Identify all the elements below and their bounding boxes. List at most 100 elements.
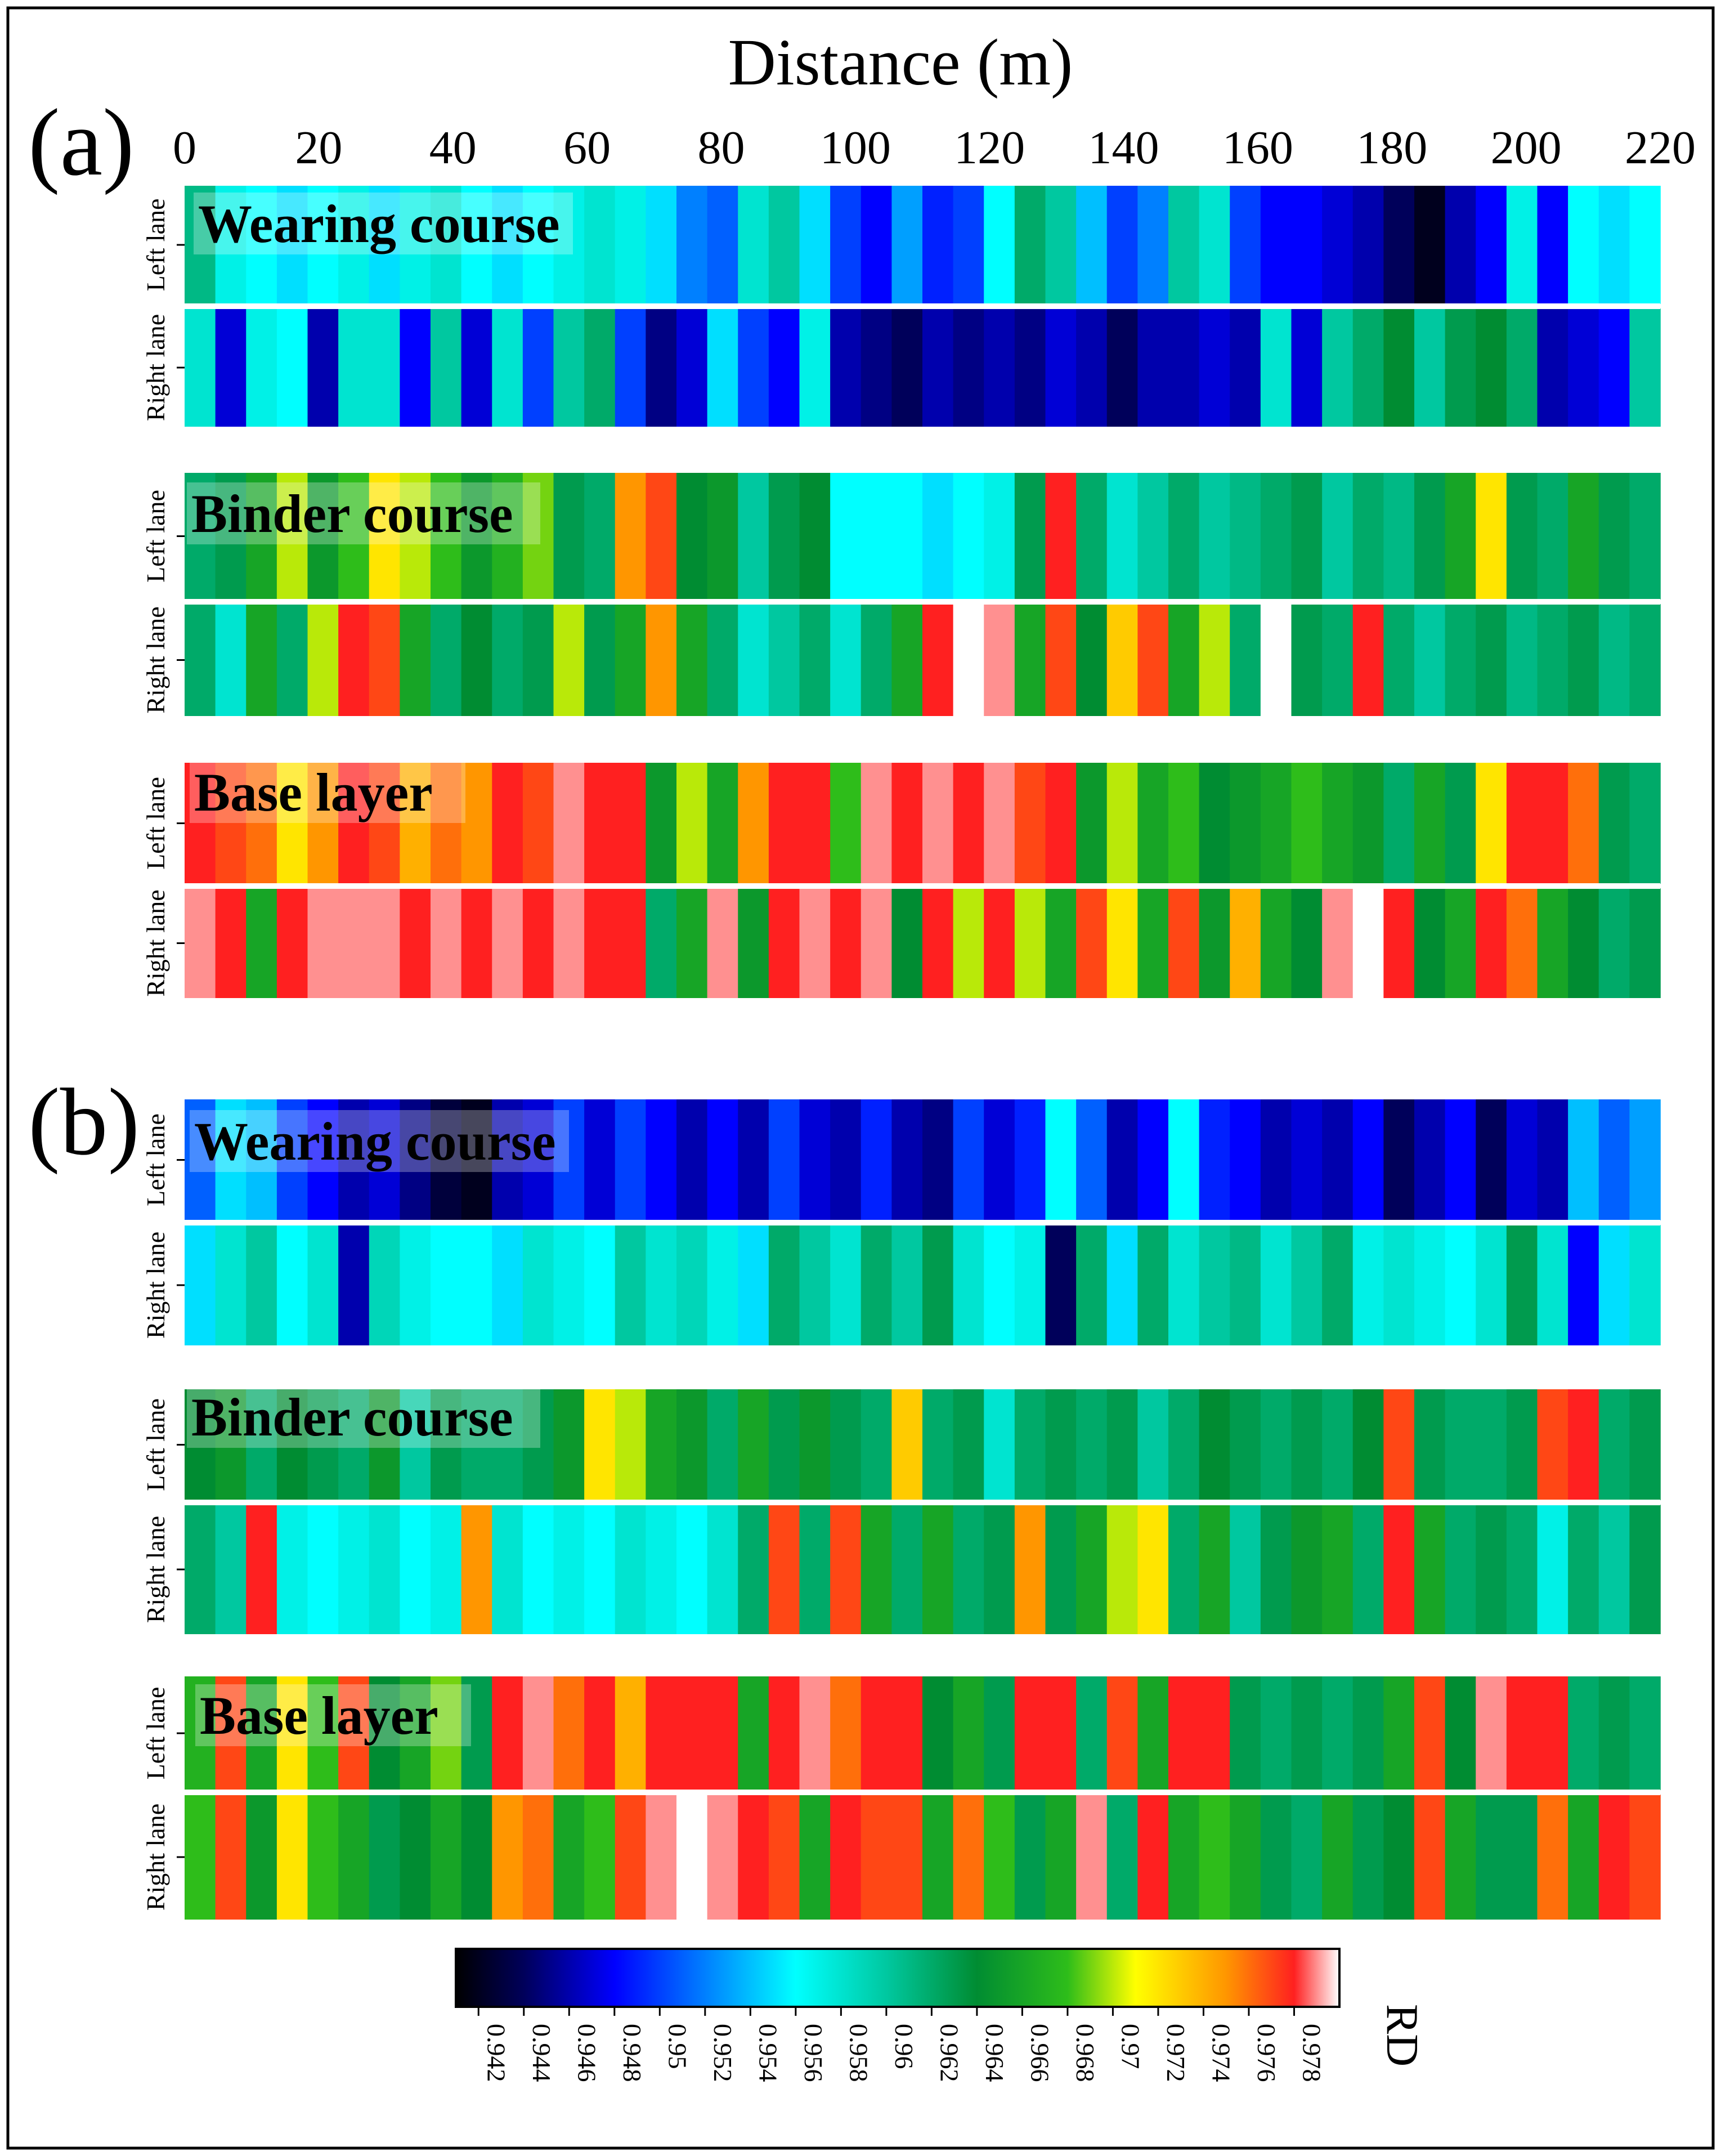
heatmap-cell <box>738 888 769 998</box>
heatmap-cell <box>215 1389 247 1500</box>
heatmap-cell <box>1537 1225 1568 1345</box>
colorbar-tick-label: 0.948 <box>618 2024 647 2082</box>
heatmap-cell <box>246 1676 277 1790</box>
heatmap-cell <box>768 1676 800 1790</box>
heatmap-cell <box>1506 1099 1538 1220</box>
layer-label: Wearing course <box>198 194 560 254</box>
heatmap-cell <box>953 1505 985 1634</box>
heatmap-cell <box>1168 1389 1200 1500</box>
heatmap-cell <box>1076 1505 1108 1634</box>
heatmap-cell <box>1629 604 1661 716</box>
heatmap-cell <box>1076 308 1108 427</box>
heatmap-cell <box>1352 1099 1384 1220</box>
heatmap-cell <box>431 1795 462 1920</box>
heatmap-cell <box>1076 1099 1108 1220</box>
heatmap-cell <box>215 1225 247 1345</box>
heatmap-cell <box>338 473 370 600</box>
heatmap-cell <box>400 186 431 304</box>
heatmap-cell <box>431 186 462 304</box>
heatmap-cell <box>584 1225 616 1345</box>
x-tick-label: 80 <box>697 122 745 174</box>
heatmap-cell <box>1383 1389 1415 1500</box>
heatmap-cell <box>860 1676 893 1790</box>
heatmap-cell <box>830 1389 862 1500</box>
heatmap-cell <box>1137 1795 1169 1920</box>
heatmap-cell <box>553 1795 585 1920</box>
layer-label: Base layer <box>200 1685 438 1746</box>
colorbar-tick-label: 0.964 <box>980 2024 1009 2082</box>
heatmap-cell <box>215 1099 247 1220</box>
heatmap-cell <box>615 1099 647 1220</box>
heatmap-cell <box>646 473 677 600</box>
heatmap-cell <box>1260 1676 1292 1790</box>
layer-label-backdrop <box>194 193 573 254</box>
heatmap-cell <box>1137 1099 1169 1220</box>
heatmap-cell <box>707 763 739 884</box>
heatmap-cell <box>1414 1795 1446 1920</box>
heatmap-cell <box>1629 1505 1661 1634</box>
heatmap-cell <box>953 1099 985 1220</box>
heatmap-cell <box>768 763 800 884</box>
heatmap-cell <box>615 1225 647 1345</box>
heatmap-cell <box>1322 1676 1354 1790</box>
heatmap-cell <box>1383 1225 1415 1345</box>
heatmap-cell <box>922 1099 954 1220</box>
colorbar-tick-label: 0.96 <box>890 2024 918 2069</box>
heatmap-cell <box>338 763 370 884</box>
heatmap-cell <box>1014 1505 1046 1634</box>
heatmap-cell <box>1568 763 1599 884</box>
heatmap-cell <box>338 308 370 427</box>
heatmap-cell <box>1199 1795 1231 1920</box>
heatmap-cell <box>1445 604 1477 716</box>
heatmap-cell <box>1629 1099 1661 1220</box>
heatmap-cell <box>1568 308 1599 427</box>
heatmap-cell <box>400 888 431 998</box>
heatmap-cell <box>215 604 247 716</box>
heatmap-cell <box>215 763 247 884</box>
heatmap-cell <box>431 1505 462 1634</box>
heatmap-cell <box>676 1676 708 1790</box>
heatmap-cell <box>891 1389 923 1500</box>
heatmap-cell <box>891 1505 923 1634</box>
heatmap-cell <box>276 186 308 304</box>
heatmap-cell <box>1476 888 1507 998</box>
heatmap-cell <box>307 1505 339 1634</box>
heatmap-cell <box>1260 308 1292 427</box>
figure-border <box>6 6 1715 2150</box>
heatmap-cell <box>615 308 647 427</box>
heatmap-cell <box>953 604 985 716</box>
heatmap-cell <box>431 763 462 884</box>
heatmap-cell <box>1260 1795 1292 1920</box>
heatmap-cell <box>646 1795 677 1920</box>
heatmap-cell <box>707 473 739 600</box>
heatmap-cell <box>1598 1505 1630 1634</box>
heatmap-cell <box>922 1505 954 1634</box>
heatmap-cell <box>1352 888 1384 998</box>
heatmap-cell <box>1598 1389 1630 1500</box>
heatmap-cell <box>431 1676 462 1790</box>
heatmap-cell <box>1629 888 1661 998</box>
heatmap-cell <box>738 1795 769 1920</box>
heatmap-cell <box>1629 1389 1661 1500</box>
heatmap-cell <box>1598 1099 1630 1220</box>
x-tick-label: 0 <box>173 122 196 174</box>
heatmap-cell <box>768 186 800 304</box>
heatmap-cell <box>1014 473 1046 600</box>
heatmap-cell <box>1414 1225 1446 1345</box>
heatmap-cell <box>922 1676 954 1790</box>
heatmap-cell <box>492 1099 523 1220</box>
heatmap-cell <box>1383 186 1415 304</box>
heatmap-cell <box>492 1505 523 1634</box>
heatmap-cell <box>891 604 923 716</box>
heatmap-cell <box>646 1099 677 1220</box>
heatmap-cell <box>1506 1505 1538 1634</box>
heatmap-cell <box>676 604 708 716</box>
heatmap-cell <box>1291 1225 1323 1345</box>
heatmap-cell <box>1414 604 1446 716</box>
heatmap-cell <box>1476 1795 1507 1920</box>
colorbar-tick-label: 0.976 <box>1252 2024 1281 2082</box>
heatmap-cell <box>860 1505 893 1634</box>
heatmap-cell <box>676 1225 708 1345</box>
heatmap-cell <box>1322 186 1354 304</box>
heatmap-cell <box>584 763 616 884</box>
